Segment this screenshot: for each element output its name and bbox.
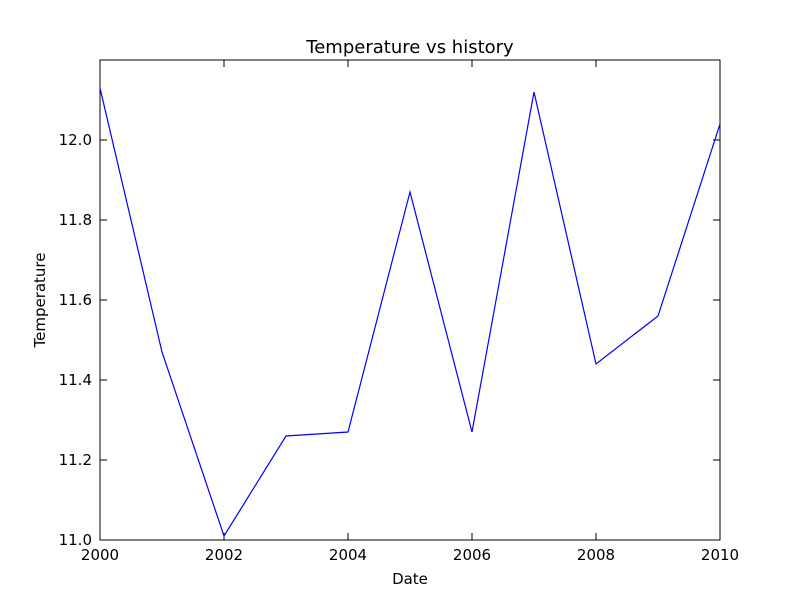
x-tick-label: 2008 xyxy=(577,546,615,564)
chart-title: Temperature vs history xyxy=(305,37,514,58)
series-layer xyxy=(99,87,721,538)
x-tick-label: 2010 xyxy=(701,546,739,564)
plot-area xyxy=(99,59,721,541)
x-tick-label: 2006 xyxy=(453,546,491,564)
y-tick-label: 11.6 xyxy=(59,291,92,309)
x-tick-label: 2000 xyxy=(81,546,119,564)
y-axis-ticks: 11.0 11.2 11.4 11.6 11.8 12.0 xyxy=(59,131,720,549)
y-axis-label: Temperature xyxy=(31,252,49,348)
y-tick-label: 11.2 xyxy=(59,451,92,469)
series-line xyxy=(99,87,721,538)
y-tick-label: 12.0 xyxy=(59,131,92,149)
x-axis-label: Date xyxy=(392,570,428,588)
y-tick-label: 11.4 xyxy=(59,371,92,389)
x-tick-label: 2002 xyxy=(205,546,243,564)
x-axis-ticks: 2000 2002 2004 2006 2008 2010 xyxy=(81,60,739,564)
y-tick-label: 11.8 xyxy=(59,211,92,229)
y-tick-label: 11.0 xyxy=(59,531,92,549)
axes-frame xyxy=(99,59,721,541)
x-tick-label: 2004 xyxy=(329,546,367,564)
